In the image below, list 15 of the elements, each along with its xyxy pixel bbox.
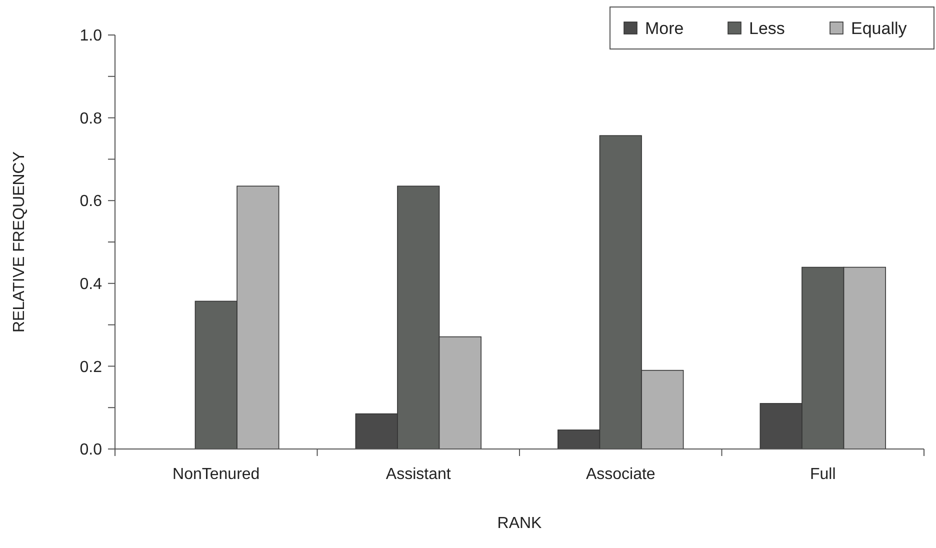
x-axis-title: RANK xyxy=(497,515,542,532)
y-tick-label: 0.8 xyxy=(80,110,102,128)
legend-label: More xyxy=(645,18,684,38)
y-axis-title: RELATIVE FREQUENCY xyxy=(11,151,28,333)
x-tick-label: Assistant xyxy=(386,466,452,483)
legend-label: Less xyxy=(749,18,785,38)
y-tick-label: 0.4 xyxy=(80,276,102,293)
y-tick-label: 0.6 xyxy=(80,193,102,210)
x-tick-label: NonTenured xyxy=(172,466,260,483)
y-tick-label: 0.2 xyxy=(80,358,102,376)
x-tick-label: Full xyxy=(810,466,836,483)
x-tick-label: Associate xyxy=(586,466,656,483)
legend-label: Equally xyxy=(851,18,908,38)
y-tick-label: 0.0 xyxy=(80,442,102,459)
y-tick-label: 1.0 xyxy=(80,28,102,45)
